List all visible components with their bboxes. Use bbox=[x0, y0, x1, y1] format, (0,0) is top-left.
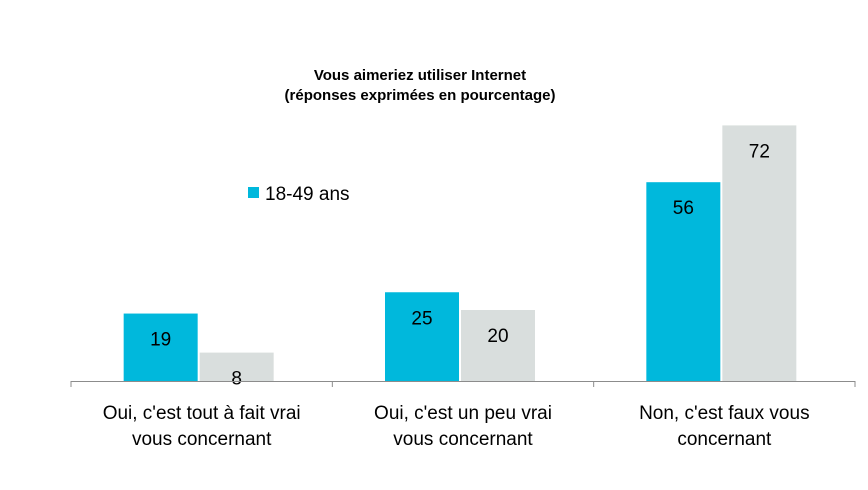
bars-group: 19 8 25 20 56 72 bbox=[123, 125, 797, 390]
category-label-1-line-1: Oui, c'est tout à fait vrai bbox=[103, 403, 301, 424]
bar-series-2-cat-3 bbox=[722, 125, 797, 382]
data-label-series-2-cat-3: 72 bbox=[749, 141, 770, 162]
x-axis bbox=[70, 381, 856, 387]
category-label-3-line-1: Non, c'est faux vous bbox=[639, 403, 810, 424]
chart-title: Vous aimeriez utiliser Internet bbox=[314, 67, 526, 84]
bar-series-2-cat-1 bbox=[199, 352, 274, 381]
data-label-series-2-cat-1: 8 bbox=[231, 369, 242, 390]
legend: 18-49 ans bbox=[248, 184, 350, 205]
bar-series-1-cat-1 bbox=[123, 313, 198, 381]
data-label-series-1-cat-2: 25 bbox=[411, 308, 432, 329]
data-label-series-1-cat-1: 19 bbox=[150, 330, 171, 351]
category-label-1-line-2: vous concernant bbox=[132, 429, 272, 450]
legend-label-series-1: 18-49 ans bbox=[265, 184, 350, 205]
category-label-2-line-1: Oui, c'est un peu vrai bbox=[374, 403, 552, 424]
data-label-series-1-cat-3: 56 bbox=[673, 198, 694, 219]
bar-series-1-cat-3 bbox=[646, 182, 721, 381]
data-label-series-2-cat-2: 20 bbox=[487, 326, 508, 347]
category-label-3-line-2: concernant bbox=[677, 429, 772, 450]
bar-series-2-cat-2 bbox=[461, 310, 535, 381]
bar-series-1-cat-2 bbox=[385, 292, 459, 381]
category-label-2-line-2: vous concernant bbox=[393, 429, 533, 450]
category-labels: Oui, c'est tout à fait vrai vous concerna… bbox=[103, 403, 810, 450]
chart-subtitle: (réponses exprimées en pourcentage) bbox=[285, 87, 556, 104]
legend-swatch-series-1 bbox=[248, 187, 259, 198]
